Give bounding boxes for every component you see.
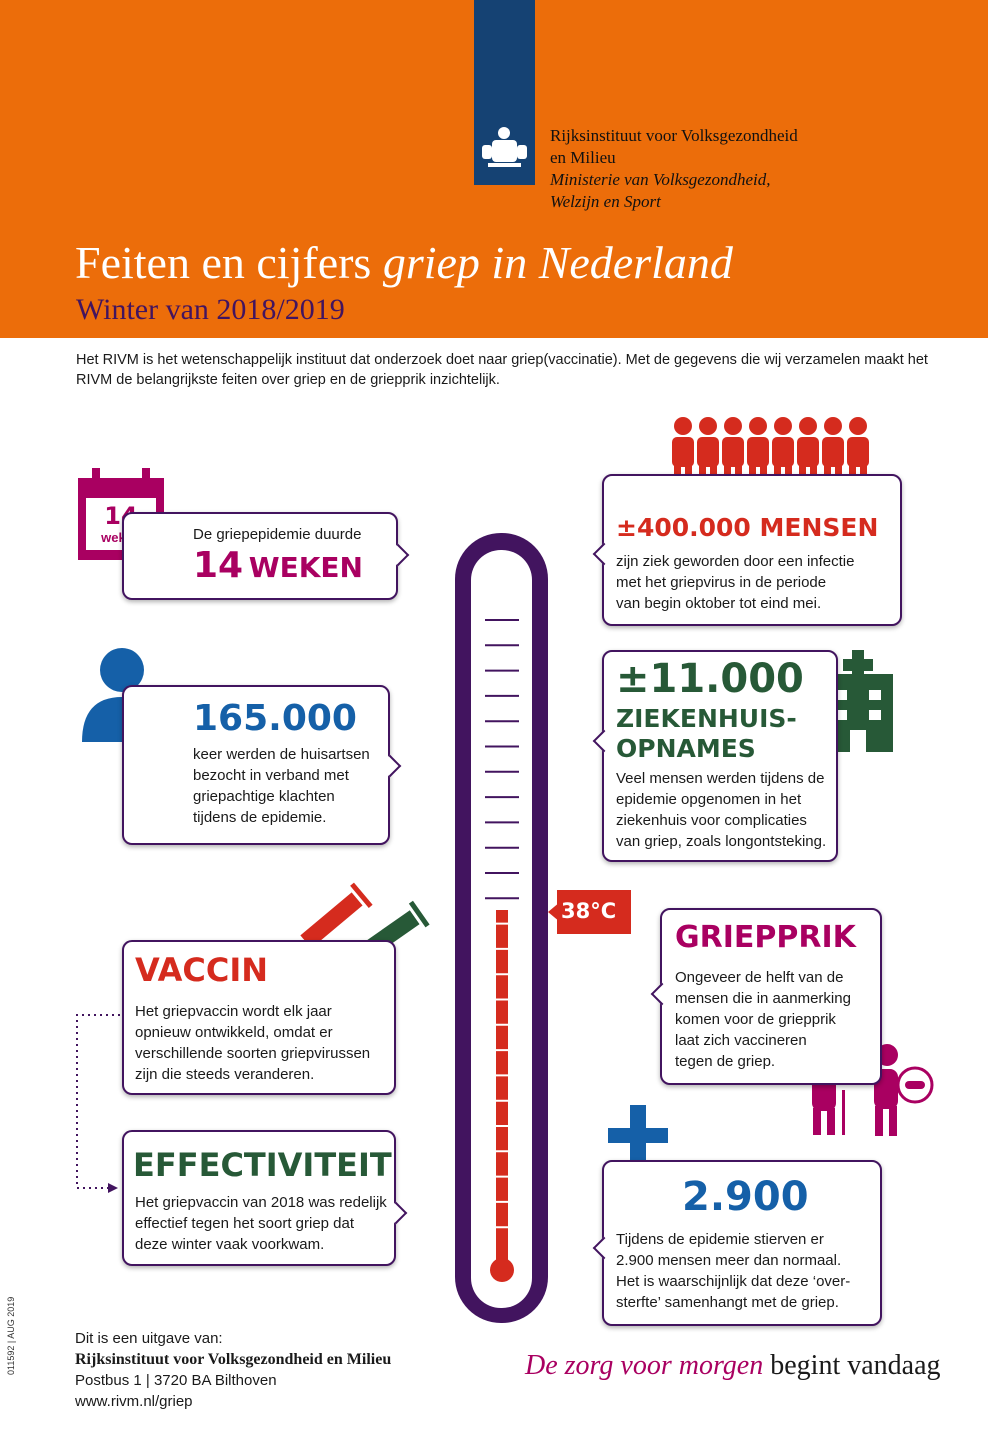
text-line: komen voor de griepprik <box>675 1011 836 1028</box>
text-line: griepachtige klachten <box>193 788 335 805</box>
text-line: van begin oktober tot eind mei. <box>616 595 822 612</box>
footer-line: Dit is een uitgave van: <box>75 1330 223 1347</box>
text-line: Het is waarschijnlijk dat deze ‘over- <box>616 1273 851 1290</box>
vaccine-text: Het griepvaccin wordt elk jaar opnieuw on… <box>135 1001 370 1085</box>
text-line: Het griepvaccin wordt elk jaar <box>135 1003 332 1020</box>
text-line: Ongeveer de helft van de <box>675 969 844 986</box>
text-line: keer werden de huisartsen <box>193 746 370 763</box>
ministry-line: Welzijn en Sport <box>550 192 661 211</box>
tagline: De zorg voor morgen begint vandaag <box>525 1350 941 1382</box>
flushot-card <box>660 908 882 1085</box>
duration-value: 14 WEKEN <box>193 545 363 586</box>
text-line: tegen de griep. <box>675 1053 776 1070</box>
intro: Het RIVM is het wetenschappelijk institu… <box>76 352 928 388</box>
doctor-card <box>122 685 390 845</box>
text-line: zijn ziek geworden door een infectie <box>616 553 855 570</box>
flushot-heading: GRIEPPRIK <box>675 920 856 955</box>
text-line: tijdens de epidemie. <box>193 809 327 826</box>
deaths-number: 2.900 <box>682 1174 809 1220</box>
duration-lead: De griepepidemie duurde <box>193 526 362 543</box>
text-line: laat zich vaccineren <box>675 1032 807 1049</box>
duration-number: 14 <box>193 545 244 586</box>
hospital-number: ±11.000 <box>616 656 804 702</box>
vaccine-card <box>122 940 396 1095</box>
text-line: OPNAMES <box>616 734 756 763</box>
footer-publisher: Rijksinstituut voor Volksgezondheid en M… <box>75 1351 392 1368</box>
text-line: met het griepvirus in de periode <box>616 574 827 591</box>
organization: Rijksinstituut voor Volksgezondheid en M… <box>550 125 798 213</box>
hospital-heading: ZIEKENHUIS- OPNAMES <box>616 704 797 764</box>
footer-line: Postbus 1 | 3720 BA Bilthoven <box>75 1372 277 1389</box>
doctor-number: 165.000 <box>193 698 357 739</box>
doctor-text: keer werden de huisartsen bezocht in verb… <box>193 744 370 828</box>
tagline-text: begint vandaag <box>770 1350 941 1381</box>
tagline-emphasis: De zorg voor morgen <box>525 1350 764 1381</box>
sick-heading: ±400.000 MENSEN <box>616 513 879 542</box>
org-line: en Milieu <box>550 148 616 167</box>
flushot-text: Ongeveer de helft van de mensen die in aa… <box>675 967 851 1072</box>
footer: Dit is een uitgave van: Rijksinstituut v… <box>75 1328 391 1412</box>
org-line: Rijksinstituut voor Volksgezondheid <box>550 126 798 145</box>
text-line: Veel mensen werden tijdens de <box>616 770 825 787</box>
text-line: Tijdens de epidemie stierven er <box>616 1231 824 1248</box>
text-line: effectief tegen het soort griep dat <box>135 1215 355 1232</box>
thermometer <box>455 533 631 1323</box>
sick-card <box>602 474 902 626</box>
duration-unit: WEKEN <box>248 551 363 584</box>
publication-code: 011592 | AUG 2019 <box>6 1296 16 1375</box>
deaths-text: Tijdens de epidemie stierven er 2.900 men… <box>616 1229 850 1313</box>
effectiveness-card <box>122 1130 396 1266</box>
text-line: van griep, zoals longontsteking. <box>616 833 827 850</box>
title: Feiten en cijfers griep in Nederland <box>75 236 733 289</box>
effectiveness-heading: EFFECTIVITEIT <box>133 1146 392 1184</box>
text-line: opnieuw ontwikkeld, omdat er <box>135 1024 333 1041</box>
text-line: mensen die in aanmerking <box>675 990 851 1007</box>
logo-emblem <box>482 127 527 167</box>
text-line: verschillende soorten griepvirussen <box>135 1045 371 1062</box>
connector-arrow <box>108 1183 118 1193</box>
text-line: bezocht in verband met <box>193 767 349 784</box>
subtitle: Winter van 2018/2019 <box>76 293 345 326</box>
title-emphasis: griep in Nederland <box>382 237 733 288</box>
sick-text: zijn ziek geworden door een infectie met … <box>616 551 854 614</box>
title-text: Feiten en cijfers <box>75 237 372 288</box>
hospital-text: Veel mensen werden tijdens de epidemie op… <box>616 768 826 852</box>
temperature-label: 38°C <box>561 899 617 923</box>
footer-line: www.rivm.nl/griep <box>75 1393 193 1410</box>
text-line: Het griepvaccin van 2018 was redelijk <box>135 1194 387 1211</box>
text-line: epidemie opgenomen in het <box>616 791 802 808</box>
hospital-card <box>602 650 838 862</box>
text-line: ZIEKENHUIS- <box>616 704 797 733</box>
text-line: sterfte’ samenhangt met de griep. <box>616 1294 839 1311</box>
text-line: zijn die steeds veranderen. <box>135 1066 315 1083</box>
effectiveness-text: Het griepvaccin van 2018 was redelijk eff… <box>135 1192 387 1255</box>
text-line: deze winter vaak voorkwam. <box>135 1236 325 1253</box>
vaccine-heading: VACCIN <box>135 951 269 989</box>
connector <box>76 1014 120 1189</box>
logo-ribbon <box>474 0 535 185</box>
ministry-line: Ministerie van Volksgezondheid, <box>550 170 771 189</box>
text-line: ziekenhuis voor complicaties <box>616 812 807 829</box>
text-line: 2.900 mensen meer dan normaal. <box>616 1252 842 1269</box>
deaths-card <box>602 1160 882 1326</box>
